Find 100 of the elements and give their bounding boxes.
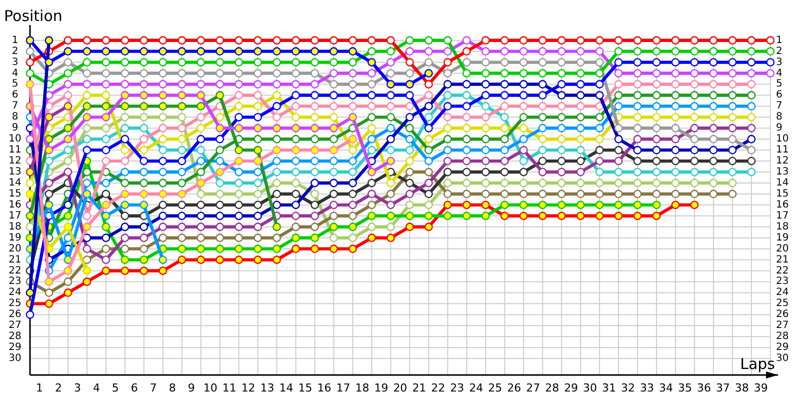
y2-tick-label: 16 [776, 199, 789, 210]
x-tick-label: 21 [412, 382, 426, 394]
y2-tick-label: 25 [776, 298, 789, 310]
y-tick-label: 5 [12, 78, 18, 90]
y-tick-label: 25 [8, 298, 22, 310]
x-tick-label: 13 [260, 382, 274, 394]
x-tick-label: 23 [450, 382, 464, 394]
y-tick-label: 18 [8, 221, 22, 232]
y-tick-label: 27 [8, 320, 22, 332]
y2-tick-label: 13 [776, 166, 789, 178]
y-tick-label: 28 [8, 331, 22, 342]
y2-tick-label: 3 [776, 56, 782, 68]
y2-tick-label: 8 [776, 112, 782, 123]
x-tick-label: 9 [188, 382, 195, 394]
y2-tick-label: 4 [776, 68, 782, 79]
y2-tick-label: 18 [776, 221, 789, 232]
y2-tick-label: 29 [776, 342, 789, 354]
y-tick-label: 26 [8, 309, 22, 320]
y2-tick-label: 11 [776, 144, 789, 156]
y-tick-label: 10 [8, 134, 22, 145]
y2-tick-label: 24 [776, 287, 789, 298]
x-tick-label: 33 [640, 382, 654, 394]
y-tick-label: 17 [8, 210, 22, 222]
y-tick-label: 1 [12, 34, 18, 46]
y-tick-label: 30 [8, 353, 22, 364]
y2-tick-label: 22 [776, 265, 789, 276]
y2-tick-label: 6 [776, 90, 782, 101]
x-tick-label: 19 [374, 382, 388, 394]
y-tick-label: 3 [12, 56, 18, 68]
y2-tick-label: 27 [776, 320, 789, 332]
y-tick-label: 19 [8, 232, 22, 244]
x-tick-label: 1 [36, 382, 43, 394]
y2-tick-label: 17 [776, 210, 789, 222]
x-tick-label: 39 [754, 382, 768, 394]
x-tick-label: 27 [526, 382, 540, 394]
y2-tick-label: 19 [776, 232, 789, 244]
y2-tick-label: 9 [776, 122, 782, 134]
x-tick-label: 22 [431, 382, 446, 394]
y-tick-label: 14 [8, 177, 22, 188]
y-tick-label: 23 [8, 276, 22, 288]
x-tick-label: 38 [734, 382, 749, 394]
x-tick-label: 3 [74, 382, 81, 394]
x-tick-label: 20 [393, 382, 408, 394]
x-tick-label: 26 [507, 382, 522, 394]
y2-tick-label: 12 [776, 156, 789, 167]
x-tick-label: 25 [488, 382, 502, 394]
x-tick-label: 15 [298, 382, 312, 394]
y-tick-label: 16 [8, 199, 22, 210]
y-tick-label: 12 [8, 156, 22, 167]
y2-tick-label: 20 [776, 243, 789, 254]
y-tick-label: 2 [12, 46, 18, 57]
x-tick-label: 30 [583, 382, 598, 394]
y-tick-label: 13 [8, 166, 22, 178]
x-tick-label: 17 [336, 382, 350, 394]
x-tick-label: 28 [545, 382, 560, 394]
x-tick-label: 32 [621, 382, 636, 394]
x-tick-label: 34 [658, 382, 673, 394]
y-tick-label: 15 [8, 188, 22, 200]
y2-tick-label: 7 [776, 100, 782, 112]
x-tick-label: 6 [130, 382, 138, 394]
x-tick-label: 5 [112, 382, 119, 394]
y-tick-label: 22 [8, 265, 22, 276]
y2-tick-label: 23 [776, 276, 789, 288]
y-axis-title: Position [4, 7, 62, 25]
y-tick-label: 4 [12, 68, 18, 79]
x-axis-title: Laps [740, 355, 776, 373]
y2-tick-label: 21 [776, 254, 789, 266]
y2-tick-label: 1 [776, 34, 782, 46]
x-tick-label: 37 [716, 382, 730, 394]
y-tick-label: 11 [8, 144, 22, 156]
y-tick-label: 29 [8, 342, 22, 354]
x-tick-label: 7 [150, 382, 157, 394]
y-tick-label: 9 [12, 122, 18, 134]
x-tick-label: 8 [168, 382, 176, 394]
y2-tick-label: 2 [776, 46, 782, 57]
x-tick-label: 36 [696, 382, 711, 394]
x-tick-label: 12 [241, 382, 256, 394]
y2-tick-label: 14 [776, 177, 789, 188]
y-tick-label: 8 [12, 112, 18, 123]
y2-tick-label: 28 [776, 331, 789, 342]
x-tick-label: 24 [469, 382, 484, 394]
y2-tick-label: 10 [776, 134, 789, 145]
y2-tick-label: 5 [776, 78, 782, 90]
x-tick-label: 18 [355, 382, 370, 394]
y2-tick-label: 15 [776, 188, 789, 200]
y2-tick-label: 26 [776, 309, 789, 320]
y-tick-label: 20 [8, 243, 22, 254]
x-tick-label: 31 [602, 382, 616, 394]
x-tick-label: 4 [92, 382, 100, 394]
y-tick-label: 6 [12, 90, 18, 101]
x-tick-label: 2 [54, 382, 62, 394]
x-tick-label: 16 [317, 382, 332, 394]
x-tick-label: 35 [678, 382, 692, 394]
y-tick-label: 24 [8, 287, 22, 298]
x-tick-label: 14 [279, 382, 294, 394]
y2-tick-label: 30 [776, 353, 789, 364]
x-tick-label: 10 [203, 382, 218, 394]
x-tick-label: 11 [222, 382, 236, 394]
y-tick-label: 7 [12, 100, 18, 112]
y-tick-label: 21 [8, 254, 22, 266]
